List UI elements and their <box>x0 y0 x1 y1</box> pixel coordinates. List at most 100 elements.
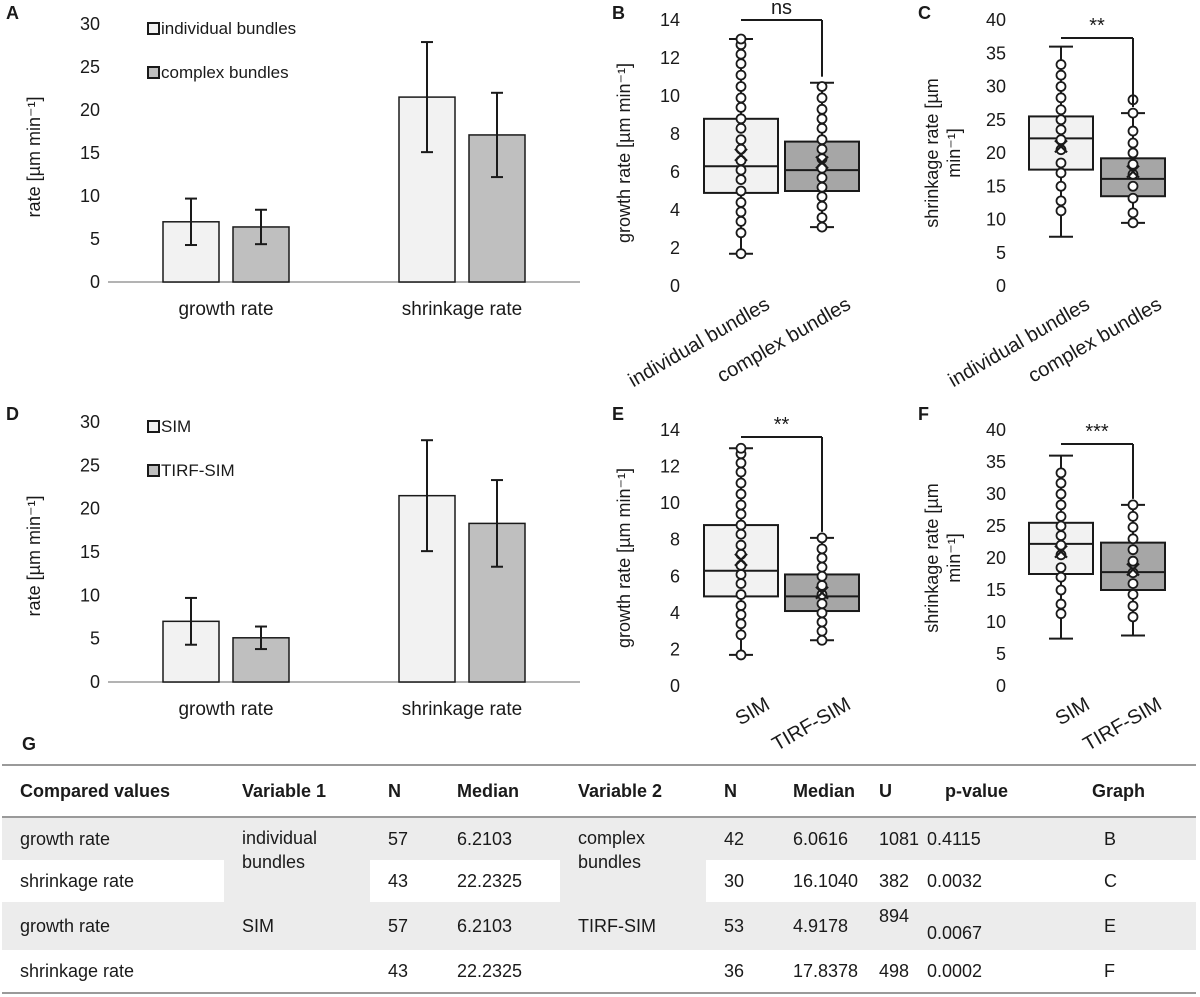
data-point <box>735 488 747 500</box>
category-label: SIM <box>732 693 774 730</box>
data-point <box>1055 562 1067 573</box>
box-E-tick-label: 14 <box>660 420 680 440</box>
stats-table-panel: G Compared values Variable 1 N Median Va… <box>0 734 1200 997</box>
data-point <box>816 172 828 184</box>
data-point <box>816 134 828 146</box>
data-point <box>1127 107 1139 119</box>
mean-marker <box>734 148 748 162</box>
stats-table: Compared values Variable 1 N Median Vari… <box>2 764 1196 994</box>
significance-label: *** <box>1085 421 1109 443</box>
data-point <box>1127 168 1139 180</box>
box-F-tick-label: 40 <box>986 420 1006 440</box>
data-point <box>1127 521 1139 533</box>
bar-A-tick-label: 0 <box>90 272 100 292</box>
data-point <box>735 185 747 197</box>
data-point <box>816 598 828 610</box>
table-cell: 0.0032 <box>927 870 983 891</box>
data-point <box>1127 217 1139 229</box>
header-median-2: Median <box>775 764 879 818</box>
data-point <box>1127 499 1139 511</box>
data-point <box>735 122 747 134</box>
data-point <box>816 532 828 544</box>
box-chart-b: 0 2 4 6 8 10 12 14 growth rate [µm min⁻¹] ns indiv… <box>614 0 860 392</box>
category-label: TIRF-SIM <box>768 693 854 750</box>
bar-D-tick-label: 30 <box>80 412 100 432</box>
data-point <box>816 221 828 233</box>
data-point <box>735 215 747 227</box>
data-point <box>816 607 828 619</box>
table-cell: 0.0067 <box>923 902 1040 950</box>
box-F-tick-label: 5 <box>996 644 1006 664</box>
box-E-tick-label: 8 <box>670 530 680 550</box>
data-point <box>735 528 747 540</box>
legend-swatch <box>147 22 160 35</box>
panel-label-e: E <box>612 404 624 424</box>
box-C-tick-label: 20 <box>986 143 1006 163</box>
significance-label: ** <box>774 414 790 436</box>
data-point <box>1055 488 1067 500</box>
table-cell: 42 <box>706 817 775 860</box>
bar-A-tick-label: 20 <box>80 100 100 120</box>
table-row: shrinkage rate 43 22.2325 30 16.1040 382… <box>2 860 1196 902</box>
data-point <box>1127 125 1139 137</box>
data-point <box>816 212 828 224</box>
box-C-tick-label: 25 <box>986 110 1006 130</box>
box-C-tick-label: 10 <box>986 210 1006 230</box>
box-E-tick-label: 6 <box>670 566 680 586</box>
data-point <box>1055 571 1067 583</box>
header-variable-1: Variable 1 <box>224 764 370 818</box>
bar-D-tick-label: 25 <box>80 455 100 475</box>
header-u: U <box>879 764 923 818</box>
data-point <box>1127 158 1139 170</box>
box-C-tick-label: 15 <box>986 176 1006 196</box>
data-point <box>816 122 828 134</box>
data-point <box>816 143 828 155</box>
table-cell: 4.9178 <box>775 902 879 950</box>
data-point <box>735 102 747 113</box>
data-point <box>735 113 747 125</box>
table-cell: 1081 <box>879 817 923 860</box>
panel-label-c: C <box>918 3 931 23</box>
data-point <box>816 191 828 203</box>
table-cell: growth rate <box>2 902 224 950</box>
data-point <box>735 48 747 60</box>
data-point <box>816 552 828 564</box>
table-cell: 6.2103 <box>439 902 560 950</box>
legend-label: TIRF-SIM <box>161 461 235 480</box>
data-point <box>735 600 747 611</box>
data-point <box>816 92 828 104</box>
data-point <box>735 477 747 489</box>
header-median-1: Median <box>439 764 560 818</box>
panel-label-b: B <box>612 3 625 23</box>
data-point <box>1127 511 1139 522</box>
box-C-tick-label: 5 <box>996 243 1006 263</box>
data-point <box>735 457 747 469</box>
data-point <box>1055 584 1067 596</box>
table-cell: 382 <box>879 870 910 891</box>
data-point <box>1055 59 1067 70</box>
table-cell: SIM <box>224 902 370 950</box>
data-point <box>816 81 828 92</box>
box-E-tick-label: 10 <box>660 493 680 513</box>
box-F-tick-label: 30 <box>986 484 1006 504</box>
box-B-tick-label: 12 <box>660 48 680 68</box>
box-F-tick-label: 35 <box>986 452 1006 472</box>
data-point <box>1127 578 1139 589</box>
data-point <box>1055 180 1067 192</box>
data-point <box>735 33 747 45</box>
data-point <box>735 618 747 630</box>
box-B-tick-label: 0 <box>670 276 680 296</box>
table-cell: 894 <box>879 902 923 950</box>
data-point <box>1127 544 1139 556</box>
bar-A-tick-label: 10 <box>80 186 100 206</box>
data-point <box>1127 555 1139 567</box>
data-point <box>1055 520 1067 532</box>
table-cell: B <box>1040 817 1196 860</box>
data-point <box>735 649 747 661</box>
table-cell: 43 <box>388 870 409 891</box>
data-point <box>1127 600 1139 612</box>
y-axis-label-line: shrinkage rate [µm <box>922 78 942 227</box>
data-point <box>735 58 747 70</box>
bar-A-tick-label: 5 <box>90 229 100 249</box>
